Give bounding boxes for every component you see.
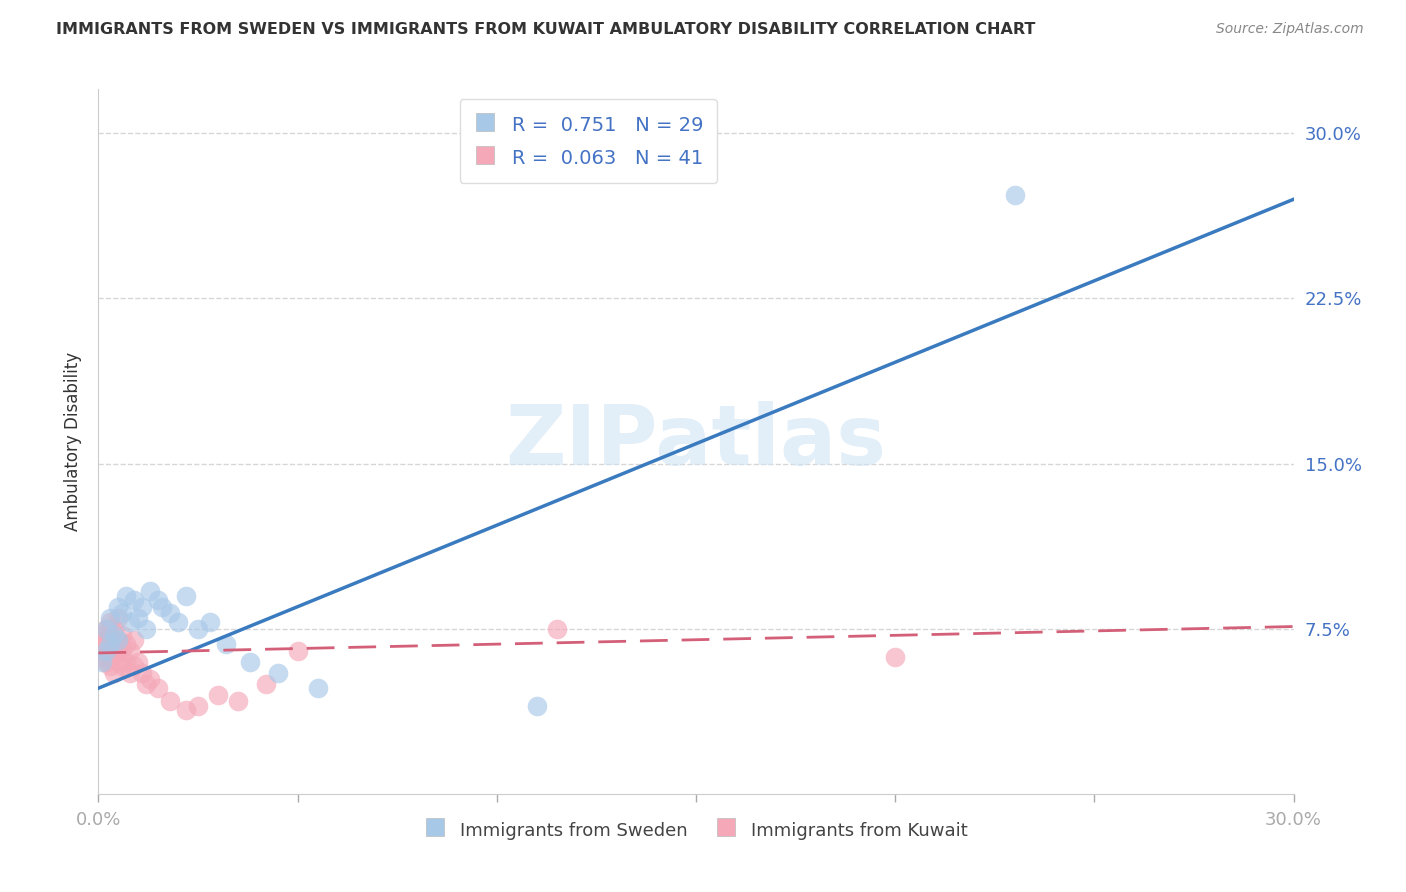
Point xyxy=(98,637,122,651)
Point xyxy=(159,694,181,708)
Point xyxy=(124,593,146,607)
Point xyxy=(120,644,142,658)
Point xyxy=(111,659,134,673)
Point xyxy=(96,632,118,647)
Point xyxy=(884,650,907,665)
Point xyxy=(148,681,170,696)
Point xyxy=(131,665,153,680)
Point xyxy=(174,589,197,603)
Point xyxy=(546,622,568,636)
Point xyxy=(107,599,129,614)
Point xyxy=(96,644,118,658)
Point xyxy=(107,610,129,624)
Point xyxy=(267,665,290,680)
Point xyxy=(103,637,125,651)
Point xyxy=(226,694,249,708)
Point xyxy=(98,628,122,642)
Point xyxy=(111,644,134,658)
Text: Source: ZipAtlas.com: Source: ZipAtlas.com xyxy=(1216,22,1364,37)
Point xyxy=(139,673,162,687)
Point xyxy=(103,628,125,642)
Point xyxy=(139,584,162,599)
Point xyxy=(91,650,114,665)
Point xyxy=(254,677,277,691)
Point xyxy=(96,644,118,658)
Point xyxy=(187,622,209,636)
Point xyxy=(167,615,190,629)
Point xyxy=(107,632,129,647)
Point xyxy=(103,665,125,680)
Point xyxy=(107,655,129,669)
Point xyxy=(103,622,125,636)
Point xyxy=(526,698,548,713)
Point xyxy=(98,615,122,629)
Point xyxy=(1004,187,1026,202)
Text: IMMIGRANTS FROM SWEDEN VS IMMIGRANTS FROM KUWAIT AMBULATORY DISABILITY CORRELATI: IMMIGRANTS FROM SWEDEN VS IMMIGRANTS FRO… xyxy=(56,22,1036,37)
Point xyxy=(96,622,118,636)
Point xyxy=(115,637,138,651)
Point xyxy=(215,637,238,651)
Point xyxy=(115,655,138,669)
Point xyxy=(124,632,146,647)
Point xyxy=(148,593,170,607)
Legend: Immigrants from Sweden, Immigrants from Kuwait: Immigrants from Sweden, Immigrants from … xyxy=(413,808,979,852)
Point xyxy=(91,655,114,669)
Point xyxy=(124,659,146,673)
Point xyxy=(107,632,129,647)
Point xyxy=(239,655,262,669)
Point xyxy=(127,610,149,624)
Point xyxy=(96,655,118,669)
Y-axis label: Ambulatory Disability: Ambulatory Disability xyxy=(63,352,82,531)
Point xyxy=(120,615,142,629)
Point xyxy=(135,677,157,691)
Point xyxy=(135,622,157,636)
Text: ZIPatlas: ZIPatlas xyxy=(506,401,886,482)
Point xyxy=(198,615,221,629)
Point xyxy=(111,628,134,642)
Point xyxy=(207,688,229,702)
Point xyxy=(127,655,149,669)
Point xyxy=(159,607,181,621)
Point xyxy=(187,698,209,713)
Point xyxy=(150,599,173,614)
Point xyxy=(120,665,142,680)
Point xyxy=(131,599,153,614)
Point xyxy=(98,659,122,673)
Point xyxy=(98,644,122,658)
Point xyxy=(107,644,129,658)
Point xyxy=(307,681,329,696)
Point xyxy=(91,628,114,642)
Point xyxy=(111,607,134,621)
Point xyxy=(115,589,138,603)
Point xyxy=(96,622,118,636)
Point xyxy=(174,703,197,717)
Point xyxy=(98,610,122,624)
Point xyxy=(91,637,114,651)
Point xyxy=(287,644,309,658)
